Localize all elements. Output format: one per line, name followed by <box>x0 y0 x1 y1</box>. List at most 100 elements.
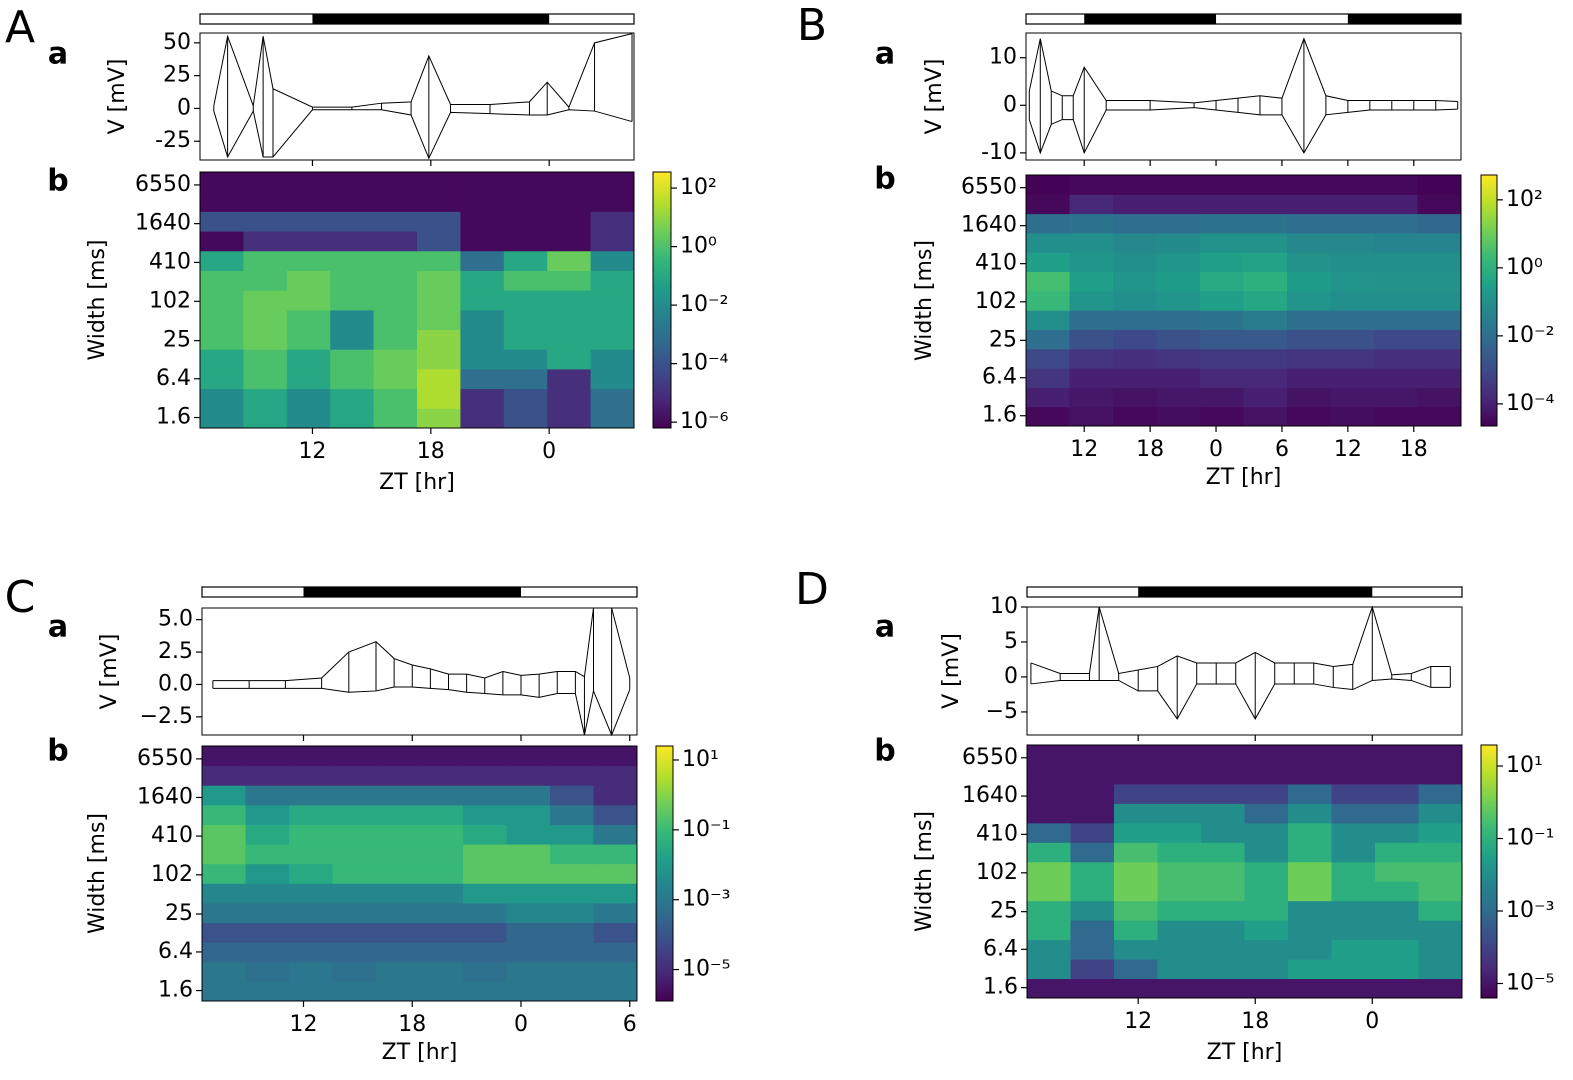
heatmap-cell <box>1113 310 1157 330</box>
heatmap-cell <box>417 290 461 311</box>
heatmap-cell <box>417 211 461 232</box>
heatmap-cell <box>286 329 331 350</box>
heatmap-cell <box>1287 271 1331 292</box>
heatmap-cell <box>1157 881 1202 902</box>
heatmap-cell <box>1288 783 1332 804</box>
heatmap-cell <box>1113 271 1157 292</box>
heatmap-cell <box>1417 310 1462 330</box>
heatmap-cell <box>463 844 507 865</box>
y-tick-label: 25 <box>163 328 191 353</box>
heatmap-cell <box>1026 175 1070 195</box>
heatmap-cell <box>1157 978 1202 999</box>
heatmap-cell <box>1375 783 1419 804</box>
heatmap-cell <box>202 922 246 943</box>
heatmap-cell <box>1070 745 1115 765</box>
heatmap-cell <box>1200 252 1244 273</box>
heatmap-cell <box>463 942 507 963</box>
y-tick-label: 1640 <box>962 783 1018 808</box>
heatmap-cell <box>1375 822 1419 843</box>
heatmap-cell <box>1026 387 1070 408</box>
axes-frame <box>201 745 638 1002</box>
heatmap-cell <box>419 844 464 865</box>
heatmap-cell <box>1418 861 1463 882</box>
heatmap-cell <box>1070 939 1115 960</box>
voltage-trace <box>212 686 631 737</box>
heatmap-cell <box>1330 387 1375 408</box>
heatmap-cell <box>1374 271 1418 292</box>
heatmap-cell <box>1331 939 1376 960</box>
heatmap-cell <box>1417 387 1462 408</box>
y-tick-label: 1640 <box>137 784 193 809</box>
y-tick-label: 410 <box>149 249 191 274</box>
heatmap-cell <box>590 270 635 291</box>
colorbar-tick-label: 10⁻⁵ <box>682 957 730 982</box>
heatmap-cell <box>289 902 333 924</box>
heatmap-cell <box>1287 175 1331 195</box>
heatmap-cell <box>330 250 375 271</box>
heatmap-cell <box>332 804 377 825</box>
heatmap-cell <box>332 922 377 943</box>
heatmap-cell <box>503 270 548 291</box>
heatmap-cell <box>1374 348 1418 369</box>
heatmap-cell <box>286 388 331 409</box>
heatmap-cell <box>1288 861 1332 882</box>
subpanel-label: b <box>874 734 895 769</box>
heatmap-cell <box>1157 745 1202 765</box>
heatmap-cell <box>200 191 244 212</box>
heatmap-cell <box>376 942 420 963</box>
x-tick-label: 18 <box>1136 437 1164 462</box>
heatmap-cell <box>547 250 592 271</box>
y-tick-label: 2.5 <box>158 639 193 664</box>
heatmap-cell <box>332 824 377 845</box>
heatmap-cell <box>1201 920 1245 941</box>
heatmap-cell <box>550 824 594 845</box>
heatmap-cell <box>1374 175 1418 195</box>
heatmap-cell <box>1331 881 1376 902</box>
heatmap-cell <box>245 981 290 1002</box>
heatmap-cell <box>1288 842 1332 863</box>
y-tick-label: 25 <box>989 327 1017 352</box>
heatmap-cell <box>373 388 418 409</box>
colorbar-tick-label: 10⁻⁵ <box>1506 971 1554 996</box>
heatmap-cell <box>1157 939 1202 960</box>
heatmap-cell <box>376 824 420 845</box>
y-tick-label: 1.6 <box>982 403 1017 428</box>
heatmap-cell <box>1330 329 1375 350</box>
x-tick-label: 18 <box>398 1012 426 1037</box>
heatmap-cell <box>243 191 288 212</box>
heatmap-cell <box>1288 920 1332 941</box>
heatmap-cell <box>1287 310 1331 330</box>
heatmap-cell <box>547 231 592 252</box>
heatmap-cell <box>1156 387 1201 408</box>
heatmap-cell <box>460 250 505 271</box>
y-tick-label: 0 <box>1003 92 1017 117</box>
heatmap-cell <box>419 961 464 982</box>
heatmap-cell <box>506 765 551 786</box>
x-axis-label: ZT [hr] <box>1207 1040 1283 1065</box>
heatmap-cell <box>1287 368 1331 388</box>
heatmap-cell <box>200 329 244 350</box>
heatmap-cell <box>1287 232 1331 253</box>
heatmap-cell <box>1418 920 1463 941</box>
heatmap-cell <box>243 270 288 291</box>
heatmap-cell <box>286 349 331 370</box>
heatmap-cell <box>286 309 331 331</box>
y-tick-label: -25 <box>155 128 191 153</box>
heatmap-cell <box>419 942 464 963</box>
heatmap-cell <box>1026 406 1070 427</box>
heatmap-cell <box>1156 194 1201 215</box>
heatmap-cell <box>332 942 377 963</box>
heatmap-cell <box>332 961 377 982</box>
heatmap-cell <box>1418 764 1463 785</box>
heatmap-cell <box>1330 406 1375 427</box>
y-tick-label: 10 <box>990 594 1018 619</box>
heatmap-cell <box>506 883 551 904</box>
heatmap-cell <box>1114 745 1158 765</box>
y-tick-label: 5.0 <box>158 607 193 632</box>
heatmap-cell <box>373 211 418 232</box>
x-tick-label: 18 <box>417 439 445 464</box>
heatmap-cell <box>200 172 244 193</box>
heatmap-cell <box>245 804 290 825</box>
heatmap-cell <box>1156 271 1201 292</box>
colorbar-tick-label: 10⁻¹ <box>1506 826 1554 851</box>
